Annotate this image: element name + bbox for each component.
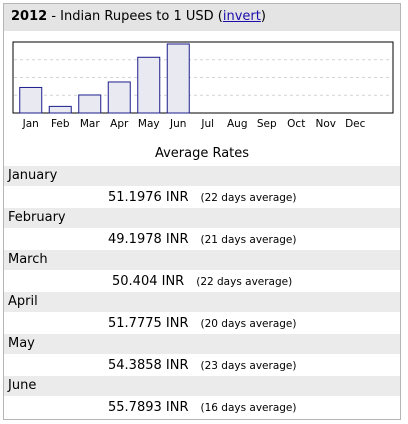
invert-link[interactable]: invert — [222, 9, 261, 24]
days-average-note: (20 days average) — [200, 318, 297, 330]
page-title: 2012 - Indian Rupees to 1 USD (invert) — [11, 9, 266, 24]
days-average-note: (22 days average) — [196, 276, 293, 288]
x-tick-oct: Oct — [287, 118, 305, 130]
invert-open-paren: ( — [213, 9, 223, 24]
days-average-note: (22 days average) — [200, 192, 297, 204]
bar-apr — [107, 81, 131, 114]
month-row: March 50.404 INR (22 days average) — [4, 250, 400, 292]
month-average-value: 50.404 INR (22 days average) — [112, 274, 292, 289]
month-name: May — [4, 334, 400, 354]
bar-mar — [78, 94, 102, 114]
bar-jan — [19, 86, 43, 114]
bar-may — [137, 56, 161, 114]
month-row: April 51.7775 INR (20 days average) — [4, 292, 400, 334]
title-separator: - — [47, 9, 61, 24]
month-average-value: 49.1978 INR (21 days average) — [108, 232, 296, 247]
x-tick-may: May — [138, 118, 160, 130]
rate-amount: 50.404 INR — [112, 274, 185, 289]
month-row: February 49.1978 INR (21 days average) — [4, 208, 400, 250]
month-row: May 54.3858 INR (23 days average) — [4, 334, 400, 376]
x-tick-aug: Aug — [227, 118, 248, 130]
rates-panel: 2012 - Indian Rupees to 1 USD (invert) J… — [3, 3, 401, 420]
x-tick-apr: Apr — [110, 118, 129, 130]
rate-amount: 49.1978 INR — [108, 232, 189, 247]
days-average-note: (23 days average) — [200, 360, 297, 372]
month-row: June 55.7893 INR (16 days average) — [4, 376, 400, 418]
month-name: April — [4, 292, 400, 312]
month-average-value: 51.1976 INR (22 days average) — [108, 190, 296, 205]
year-label: 2012 — [11, 9, 48, 24]
invert-close-paren: ) — [260, 9, 266, 24]
month-name: January — [4, 166, 400, 186]
x-tick-labels: Jan Feb Mar Apr May Jun Jul Aug Sep Oct Nov Dec — [22, 118, 366, 130]
rate-amount: 54.3858 INR — [108, 358, 189, 373]
rate-amount: 51.7775 INR — [108, 316, 189, 331]
average-rates-heading: Average Rates — [154, 146, 250, 161]
grid-lines — [14, 59, 392, 96]
rate-amount: 51.1976 INR — [108, 190, 189, 205]
bar-jun — [166, 43, 190, 114]
x-tick-jan: Jan — [22, 118, 39, 130]
month-average-value: 51.7775 INR (20 days average) — [108, 316, 296, 331]
rate-amount: 55.7893 INR — [108, 400, 189, 415]
x-tick-mar: Mar — [80, 118, 100, 130]
month-row: January 51.1976 INR (22 days average) — [4, 166, 400, 208]
bars — [19, 43, 190, 114]
month-average-value: 55.7893 INR (16 days average) — [108, 400, 296, 415]
monthly-rate-bar-chart: Jan Feb Mar Apr May Jun Jul Aug Sep Oct Nov Dec — [12, 41, 394, 130]
currency-description: Indian Rupees to 1 USD — [60, 9, 214, 24]
x-tick-sep: Sep — [257, 118, 277, 130]
month-name: June — [4, 376, 400, 396]
x-tick-feb: Feb — [51, 118, 70, 130]
x-tick-dec: Dec — [345, 118, 366, 130]
x-tick-jun: Jun — [169, 118, 186, 130]
month-name: February — [4, 208, 400, 228]
bar-feb — [48, 105, 72, 114]
days-average-note: (21 days average) — [200, 234, 297, 246]
days-average-note: (16 days average) — [200, 402, 297, 414]
month-name: March — [4, 250, 400, 270]
x-tick-nov: Nov — [316, 118, 337, 130]
header-bar: 2012 - Indian Rupees to 1 USD (invert) — [4, 4, 400, 31]
month-average-value: 54.3858 INR (23 days average) — [108, 358, 296, 373]
x-tick-jul: Jul — [200, 118, 214, 130]
